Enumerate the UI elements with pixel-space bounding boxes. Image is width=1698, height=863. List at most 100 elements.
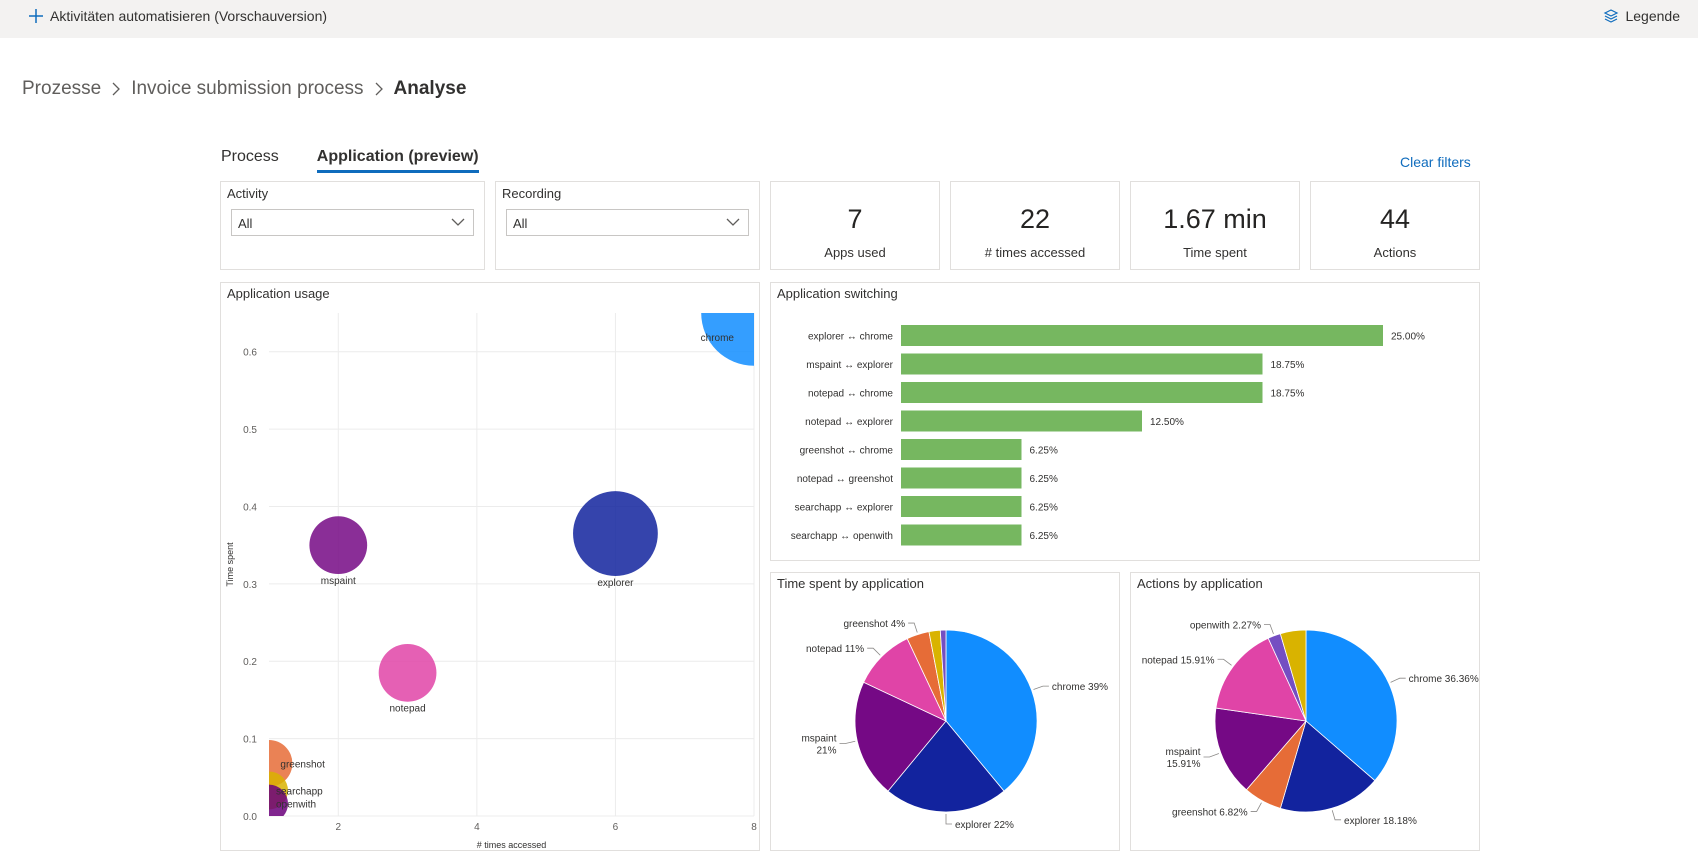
kpi-value: 22: [1019, 204, 1051, 234]
bubble-label: mspaint: [321, 576, 356, 587]
bar-category-label: explorer ↔ chrome: [808, 332, 893, 343]
bar-data-label: 18.75%: [1271, 389, 1305, 400]
actions-pie-chart: chrome 36.36% explorer 18.18% greenshot 6.…: [1142, 621, 1479, 827]
kpi-label: Apps used: [824, 245, 886, 260]
clear-filters-link[interactable]: Clear filters: [1400, 154, 1471, 170]
bubble-label: explorer: [597, 578, 634, 589]
y-axis-label: Time spent: [225, 542, 235, 587]
pie-slice-mspaint: [1214, 707, 1307, 791]
pie-data-label: openwith 2.27%: [1190, 621, 1261, 632]
bar-data-label: 12.50%: [1150, 417, 1184, 428]
actions-card: Actions by application chrome 36.36% expl…: [1130, 572, 1480, 851]
activity-dropdown-value: All: [238, 216, 253, 231]
pie-data-label: explorer 18.18%: [1344, 816, 1417, 827]
kpi-value: 1.67 min: [1163, 204, 1267, 234]
pie-data-label: 21%: [816, 745, 836, 756]
bar-5: [901, 467, 1022, 489]
automate-activities-button[interactable]: Aktivitäten automatisieren (Vorschauvers…: [28, 8, 327, 24]
kpi-label: Time spent: [1183, 245, 1247, 260]
bar-data-label: 18.75%: [1271, 360, 1305, 371]
kpi-value: 44: [1379, 204, 1411, 234]
application-switching-chart: explorer ↔ chrome 25.00% mspaint ↔ explore…: [791, 325, 1425, 546]
tab-process[interactable]: Process: [221, 148, 279, 165]
bar-7: [901, 524, 1022, 546]
application-usage-chart: 2 4 6 8 0.0 0.1 0.2 0.3 0.4 0.5 0.6 # times accesse…: [225, 313, 757, 850]
pie-slice-notepad: [1215, 637, 1307, 722]
bubble-label: searchapp: [276, 786, 323, 797]
command-bar: Aktivitäten automatisieren (Vorschauvers…: [0, 0, 1698, 38]
bar-category-label: notepad ↔ explorer: [805, 417, 894, 428]
bar-6: [901, 496, 1022, 517]
recording-filter-label: Recording: [502, 186, 562, 201]
bar-4: [901, 439, 1022, 460]
application-switching-card: Application switching explorer ↔ chrome 2…: [770, 282, 1480, 561]
pie-leader-line: [1250, 802, 1262, 812]
y-tick-label: 0.6: [243, 348, 257, 359]
y-tick-label: 0.1: [243, 735, 257, 746]
kpi-actions: 44 Actions: [1310, 181, 1480, 270]
x-axis-label: # times accessed: [477, 840, 547, 850]
breadcrumb-process[interactable]: Invoice submission process: [131, 78, 364, 99]
kpi-time-spent: 1.67 min Time spent: [1130, 181, 1300, 270]
activity-filter-card: Activity All: [220, 181, 485, 270]
pie-leader-line: [1217, 658, 1232, 666]
bar-data-label: 6.25%: [1030, 446, 1058, 457]
chevron-down-icon: [726, 218, 740, 226]
pie-data-label: 15.91%: [1167, 759, 1201, 770]
view-tabs: Process Application (preview): [221, 148, 517, 173]
pie-slice-chrome: [1305, 629, 1398, 782]
bar-3: [901, 410, 1142, 432]
bubble-explorer: [573, 491, 658, 576]
legend-button[interactable]: Legende: [1603, 8, 1680, 24]
bar-category-label: notepad ↔ greenshot: [797, 474, 893, 485]
x-tick-label: 2: [336, 822, 342, 833]
breadcrumb-processes[interactable]: Prozesse: [22, 78, 102, 99]
chevron-right-icon: [374, 82, 384, 96]
recording-dropdown[interactable]: All: [506, 209, 749, 236]
pie-leader-line: [1033, 685, 1049, 690]
chart-title: Application switching: [777, 286, 898, 301]
pie-leader-line: [908, 622, 918, 633]
y-tick-label: 0.0: [243, 812, 257, 823]
kpi-times-accessed: 22 # times accessed: [950, 181, 1120, 270]
bar-data-label: 6.25%: [1030, 503, 1058, 514]
bubble-label: greenshot: [280, 759, 325, 770]
layers-icon: [1604, 9, 1619, 23]
pie-slice-openwith: [939, 629, 947, 722]
pie-slice-chrome: [945, 629, 1038, 792]
bar-category-label: searchapp ↔ explorer: [795, 503, 894, 514]
bar-category-label: mspaint ↔ explorer: [806, 360, 893, 371]
chevron-right-icon: [111, 82, 121, 96]
bubble-label: notepad: [389, 704, 425, 715]
chart-title: Time spent by application: [777, 576, 924, 591]
pie-leader-line: [945, 814, 952, 825]
pie-data-label: chrome 36.36%: [1409, 674, 1479, 685]
legend-label: Legende: [1625, 8, 1680, 24]
activity-dropdown[interactable]: All: [231, 209, 474, 236]
pie-data-label: greenshot 4%: [843, 619, 905, 630]
tab-application[interactable]: Application (preview): [316, 148, 479, 173]
chart-title: Application usage: [227, 286, 330, 301]
activity-filter-label: Activity: [227, 186, 269, 201]
pie-data-label: mspaint: [1165, 747, 1200, 758]
recording-filter-card: Recording All: [495, 181, 760, 270]
pie-slice-explorer: [1279, 720, 1376, 813]
kpi-label: # times accessed: [984, 245, 1086, 260]
bar-data-label: 6.25%: [1030, 474, 1058, 485]
kpi-label: Actions: [1373, 245, 1417, 260]
kpi-apps-used: 7 Apps used: [770, 181, 940, 270]
breadcrumb: Prozesse Invoice submission process Anal…: [22, 78, 466, 100]
y-tick-label: 0.5: [243, 425, 257, 436]
chart-title: Actions by application: [1137, 576, 1263, 591]
chevron-down-icon: [451, 218, 465, 226]
bubble-label: chrome: [701, 333, 735, 344]
pie-slice-mspaint: [854, 681, 947, 792]
bar-data-label: 25.00%: [1391, 332, 1425, 343]
y-tick-label: 0.3: [243, 580, 257, 591]
pie-leader-line: [1331, 810, 1342, 821]
bubble-label: openwith: [276, 800, 316, 811]
pie-data-label: greenshot 6.82%: [1172, 807, 1248, 818]
automate-activities-label: Aktivitäten automatisieren (Vorschauvers…: [50, 8, 328, 24]
pie-data-label: explorer 22%: [955, 820, 1014, 831]
x-tick-label: 6: [613, 822, 619, 833]
